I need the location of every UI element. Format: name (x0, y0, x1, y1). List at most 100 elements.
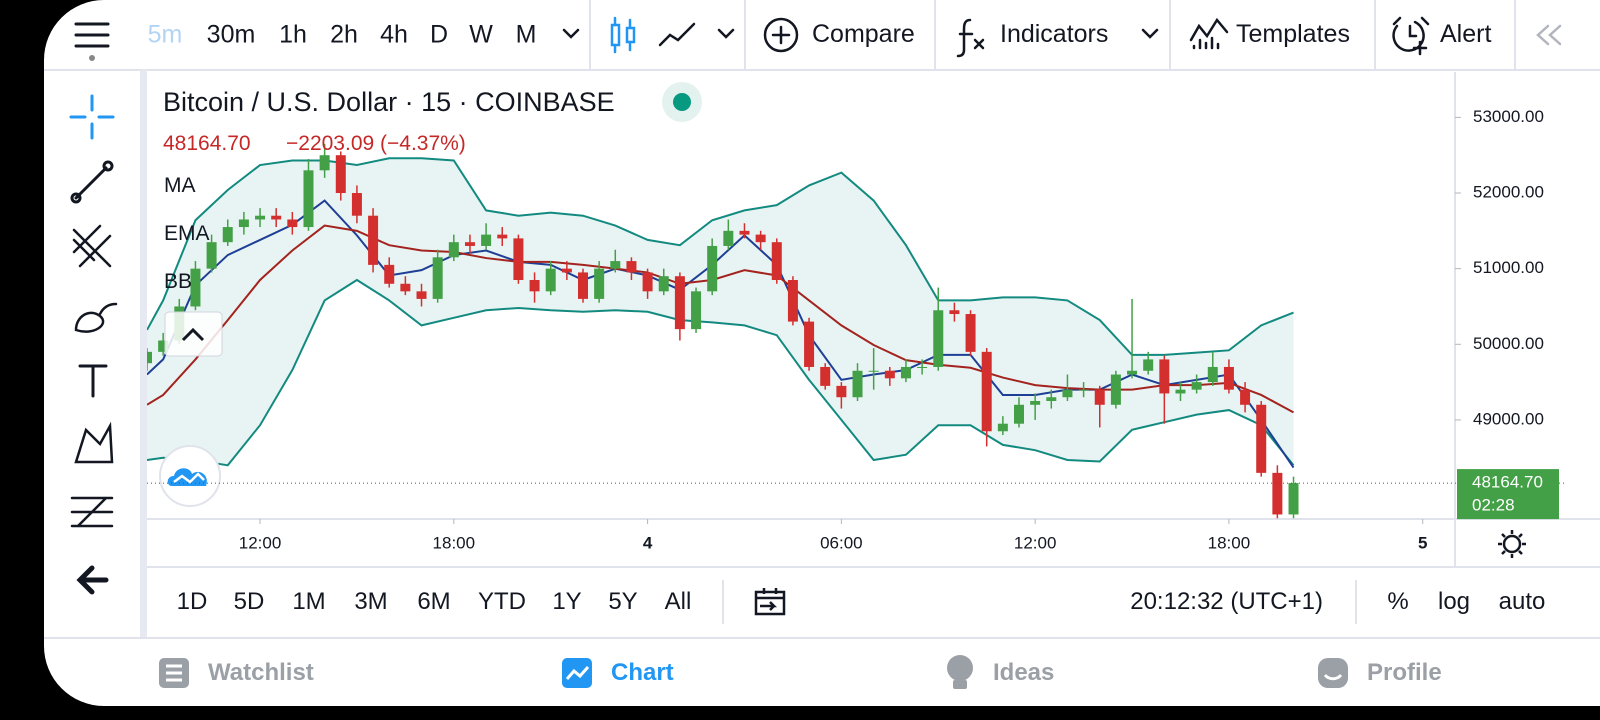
x-tick-label: 12:00 (239, 533, 282, 552)
candle-body (820, 366, 831, 386)
candle-body (497, 234, 508, 239)
candle-body (900, 366, 911, 379)
range-button[interactable]: 5Y (608, 588, 638, 615)
scale-option[interactable]: log (1437, 588, 1471, 615)
y-tick-label: 49000.00 (1473, 409, 1544, 428)
menu-icon[interactable] (74, 22, 110, 48)
candle-body (658, 276, 669, 292)
candle-body (335, 155, 346, 194)
scale-option[interactable]: % (1387, 588, 1409, 615)
alert-label[interactable]: Alert (1440, 20, 1492, 48)
fib-tool[interactable] (70, 496, 114, 528)
tab-label[interactable]: Profile (1367, 659, 1442, 686)
candle-body (222, 227, 233, 243)
crosshair-tool[interactable] (69, 94, 115, 140)
candle-body (933, 310, 944, 367)
candle-body (238, 219, 249, 228)
range-icons (754, 530, 1526, 616)
candle-body (1078, 389, 1089, 391)
interval[interactable]: 30m (206, 20, 256, 49)
trend-line-tool[interactable] (74, 166, 108, 200)
templates-icon[interactable] (1189, 17, 1229, 50)
candle-body (1159, 359, 1170, 394)
interval[interactable]: 1h (279, 20, 307, 49)
x-tick-label: 12:00 (1014, 533, 1057, 552)
settings-icon[interactable] (1502, 534, 1522, 554)
pattern-tool[interactable] (74, 421, 114, 464)
tv-logo-wave (173, 472, 205, 484)
compare-icon[interactable] (763, 17, 799, 53)
range-button[interactable]: 1D (176, 588, 208, 615)
chevrons[interactable] (562, 28, 1159, 39)
candle-body (255, 215, 266, 220)
range-button[interactable]: All (664, 588, 692, 615)
range-button[interactable]: 6M (417, 588, 451, 615)
y-tick-label: 50000.00 (1473, 334, 1544, 353)
candle-body (368, 215, 379, 265)
candle-type-icon[interactable] (610, 16, 636, 54)
candle-body (448, 242, 459, 258)
interval[interactable]: 2h (330, 20, 358, 49)
candle-body (190, 268, 201, 307)
candle-body (1094, 389, 1105, 405)
candle-body (1030, 401, 1041, 405)
back-arrow[interactable] (76, 565, 109, 595)
candle-body (384, 264, 395, 284)
interval[interactable]: M (515, 20, 537, 49)
candle-body (755, 234, 766, 243)
line-type-icon[interactable] (658, 22, 696, 47)
countdown: 02:28 (1472, 496, 1515, 515)
interval[interactable]: D (429, 20, 449, 49)
tab-label[interactable]: Watchlist (208, 659, 314, 686)
compare-label[interactable]: Compare (812, 20, 915, 48)
fork-tool[interactable] (72, 224, 112, 268)
candle-body (529, 279, 540, 292)
profile-icon[interactable] (1318, 658, 1348, 688)
range-button[interactable]: YTD (478, 588, 526, 615)
y-tick-label: 52000.00 (1473, 182, 1544, 201)
candle-body (319, 155, 330, 171)
tab-label[interactable]: Chart (611, 659, 674, 686)
candle-body (351, 193, 362, 216)
candle-body (884, 370, 895, 379)
candle-body (1272, 472, 1283, 515)
x-tick-label: 06:00 (820, 533, 863, 552)
study-name: BB (164, 270, 193, 293)
interval[interactable]: 5m (147, 20, 183, 49)
range-button[interactable]: 3M (354, 588, 388, 615)
brush-tool[interactable] (74, 302, 118, 333)
alert-icon[interactable] (1392, 16, 1430, 56)
candle-body (1223, 366, 1234, 390)
x-tick-label: 5 (1418, 533, 1427, 552)
templates-label[interactable]: Templates (1236, 20, 1350, 48)
ideas-icon[interactable] (947, 655, 973, 681)
candle-body (739, 230, 750, 235)
goto-date-icon[interactable] (754, 588, 786, 616)
candle-body (513, 238, 524, 280)
toolbar-separators (589, 0, 1516, 624)
range-button[interactable]: 1M (292, 588, 326, 615)
indicators-label[interactable]: Indicators (1000, 20, 1109, 48)
candle-body (1127, 370, 1138, 375)
collapse-legend-button[interactable] (164, 311, 223, 357)
range-button[interactable]: 5D (233, 588, 265, 615)
candle-body (836, 385, 847, 398)
collapse-icon[interactable] (1536, 24, 1562, 46)
toolbar-icons (562, 16, 1562, 58)
indicators-icon[interactable] (956, 18, 985, 58)
range-button[interactable]: 1Y (552, 588, 582, 615)
candle-body (147, 351, 152, 364)
candle-body (561, 268, 572, 273)
scale-option[interactable]: auto (1498, 588, 1546, 615)
candle-body (1046, 397, 1057, 402)
candle-body (707, 245, 718, 292)
interval[interactable]: 4h (380, 20, 408, 49)
tab-label[interactable]: Ideas (993, 659, 1055, 686)
candle-body (1191, 382, 1202, 390)
candle-body (1256, 404, 1267, 473)
candle-body (432, 257, 443, 299)
market-status-dot (673, 93, 691, 111)
text-tool[interactable] (78, 364, 108, 398)
interval[interactable]: W (469, 20, 493, 49)
